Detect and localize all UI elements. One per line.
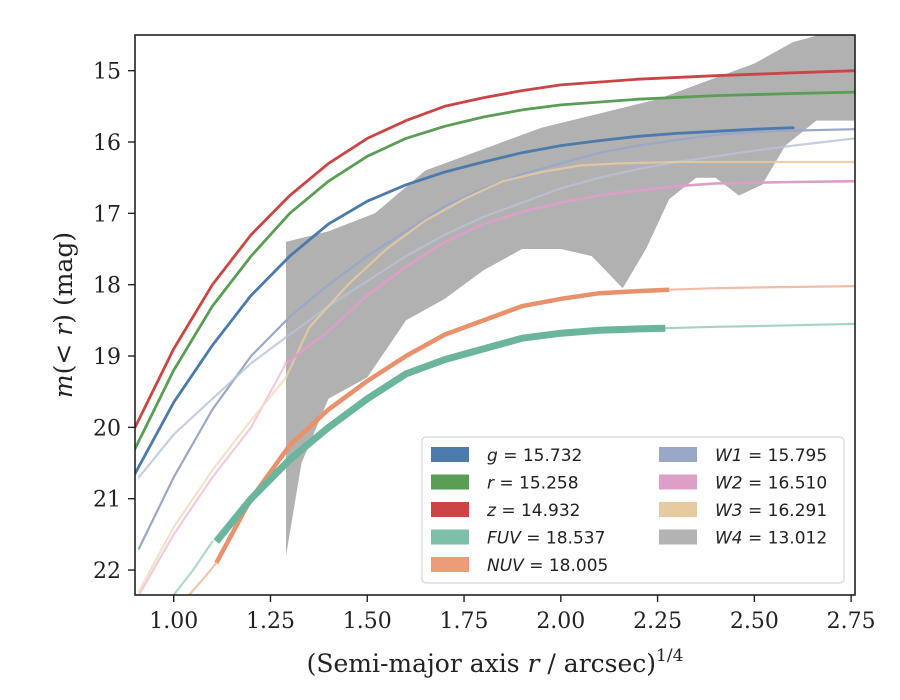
x-tick-label: 2.75 [827,609,876,634]
y-tick-label: 22 [93,559,121,584]
legend-label-w3: W3 = 16.291 [715,501,827,521]
legend-swatch-nuv [431,557,469,572]
legend-swatch-z [431,502,469,517]
legend-label-fuv: FUV = 18.537 [487,529,605,549]
series-w2-line [284,179,855,365]
legend-box [421,436,845,584]
series-r-line [135,90,855,451]
legend-label-w4: W4 = 13.012 [715,529,827,549]
legend-label-w2: W2 = 16.510 [715,474,827,494]
series-fuvfaint-line [172,540,214,595]
legend-label-z: z = 14.932 [486,501,580,521]
x-axis-label: (Semi-major axis r / arcsec)1/4 [307,646,684,678]
legend-swatch-g [431,447,469,462]
y-tick-label: 20 [93,416,121,441]
x-axis: 1.00 1.25 1.50 1.75 2.00 2.25 2.50 2.75 [149,595,876,634]
legend-label-w1: W1 = 15.795 [715,446,827,466]
series-fuv-line [213,324,666,544]
series-fuv-extrapolated-line [664,322,855,330]
y-axis: 15 16 17 18 19 20 21 22 [93,60,135,584]
x-tick-label: 2.50 [730,609,779,634]
legend-swatch-r [431,474,469,490]
y-tick-label: 17 [93,202,121,227]
legend-label-r: r = 15.258 [487,474,579,494]
legend-swatch-w1 [659,447,697,462]
plot-area-frame [134,34,856,596]
y-tick-label: 16 [93,131,121,156]
series-nuv-line [214,287,670,564]
series-w4-band [286,35,855,556]
legend: g = 15.732 r = 15.258 z = 14.932 FUV = 18.5… [421,436,845,584]
x-tick-label: 1.50 [343,609,392,634]
series-g-line [135,126,795,476]
x-tick-label: 1.75 [440,609,489,634]
legend-swatch-fuv [431,529,469,545]
series-nuvfaint-line [188,561,218,595]
x-tick-label: 2.00 [536,609,585,634]
legend-label-g: g = 15.732 [487,446,582,466]
x-tick-label: 1.00 [149,609,198,634]
y-tick-label: 15 [93,60,121,85]
y-tick-label: 19 [93,345,121,370]
x-tick-label: 2.25 [633,609,682,634]
series-w3faint-line [137,376,288,593]
series-nuv-extrapolated-line [668,285,855,291]
x-tick-label: 1.25 [246,609,295,634]
y-axis-label: m(< r) (mag) [49,232,78,398]
y-tick-label: 18 [93,274,121,299]
legend-swatch-w4 [659,529,697,545]
legend-swatch-w3 [659,502,697,517]
series-w1b-line [137,137,855,479]
series-w1-line [137,128,855,550]
series-w3-line [284,160,855,379]
y-tick-label: 21 [93,488,121,513]
legend-label-nuv: NUV = 18.005 [487,556,608,576]
series-z-line [135,69,855,429]
legend-swatch-w2 [659,474,697,490]
series-layer [135,35,855,595]
